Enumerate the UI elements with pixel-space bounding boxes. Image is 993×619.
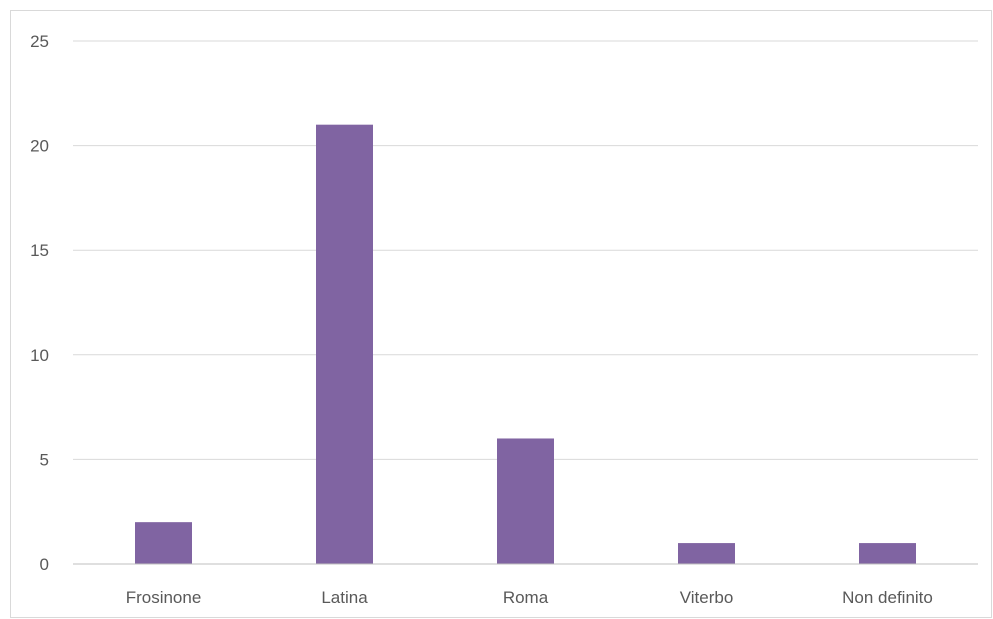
x-tick-label: Viterbo [680, 588, 734, 607]
bar [497, 438, 554, 564]
x-tick-label: Non definito [842, 588, 933, 607]
x-tick-label: Frosinone [126, 588, 202, 607]
y-tick-label: 5 [40, 450, 49, 469]
bar [859, 543, 916, 564]
y-tick-label: 10 [30, 346, 49, 365]
bar [316, 124, 373, 565]
bar [135, 522, 192, 564]
y-tick-label: 15 [30, 241, 49, 260]
x-tick-label: Roma [503, 588, 549, 607]
bars [135, 124, 916, 565]
y-tick-label: 0 [40, 555, 49, 574]
y-axis-tick-labels: 0 5 10 15 20 25 [30, 32, 49, 574]
y-tick-label: 25 [30, 32, 49, 51]
y-tick-label: 20 [30, 137, 49, 156]
x-tick-label: Latina [321, 588, 368, 607]
gridlines [73, 40, 978, 460]
x-axis-tick-labels: Frosinone Latina Roma Viterbo Non definito [126, 588, 933, 607]
bar [678, 543, 735, 564]
